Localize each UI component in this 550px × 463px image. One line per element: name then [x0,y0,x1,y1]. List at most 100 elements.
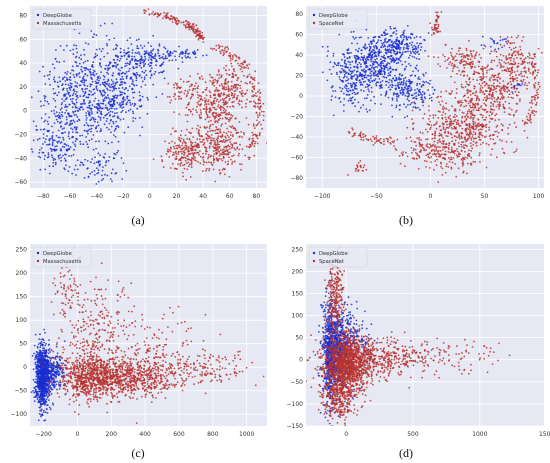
data-point [366,58,369,61]
data-point [435,127,438,130]
data-point [347,60,350,63]
data-point [425,80,428,83]
data-point [193,31,196,34]
data-point [185,178,188,181]
data-point [364,44,367,47]
data-point [108,64,110,66]
data-point [464,150,466,153]
data-point [217,135,220,138]
data-point [198,76,201,79]
data-point [490,84,493,87]
data-point [350,52,352,54]
data-point [465,118,468,120]
data-point [466,154,469,156]
data-point [403,88,405,91]
data-point [460,135,463,138]
data-point [182,138,185,141]
data-point [406,115,409,118]
data-point [46,135,48,137]
data-point [85,112,88,114]
data-point [92,36,94,39]
data-point [409,54,411,57]
x-tick-label: 40 [199,193,207,200]
data-point [435,11,437,14]
data-point [65,116,68,119]
data-point [450,166,453,169]
data-point [449,158,452,161]
data-point [105,161,107,164]
data-point [384,49,387,51]
data-point [92,124,95,127]
data-point [499,53,502,56]
data-point [470,164,473,166]
data-point [527,70,530,72]
data-point [115,125,118,128]
data-point [248,63,251,65]
data-point [497,103,499,106]
data-point [348,69,351,71]
data-point [448,142,451,144]
data-point [458,100,460,103]
data-point [72,153,75,156]
data-point [423,81,426,84]
data-point [499,91,502,94]
data-point [192,108,195,111]
data-point [419,49,422,51]
data-point [376,57,378,60]
data-point [516,70,519,72]
data-point [514,62,517,64]
data-point [115,66,118,69]
data-point [96,107,99,109]
data-point [346,76,348,78]
data-point [141,70,144,73]
data-point [202,163,205,166]
data-point [474,161,477,163]
data-point [334,63,336,65]
data-point [238,136,241,138]
data-point [202,144,205,146]
data-point [363,55,366,57]
data-point [369,46,372,49]
data-point [412,50,414,53]
data-point [78,84,81,87]
data-point [193,85,196,87]
data-point [377,39,380,41]
data-point [46,120,49,123]
data-point [448,109,450,112]
data-point [484,124,487,127]
data-point [97,115,100,118]
data-point [161,71,164,73]
data-point [407,45,410,48]
data-point [106,174,109,177]
data-point [474,94,476,97]
data-point [339,78,341,81]
data-point [115,108,118,110]
data-point [123,131,126,134]
data-point [187,146,190,149]
data-point [191,89,194,92]
data-point [489,105,492,107]
data-point [385,137,388,140]
data-point [452,157,455,159]
data-point [529,118,531,120]
data-point [394,27,397,30]
data-point [188,131,191,134]
data-point [148,65,151,67]
data-point [396,58,398,61]
data-point [174,142,176,144]
data-point [211,48,214,51]
data-point [138,105,141,108]
x-tick-label: −50 [370,193,383,200]
data-point [434,160,436,163]
data-point [189,75,192,78]
data-point [336,73,338,76]
data-point [122,100,125,103]
data-point [124,62,127,65]
data-point [406,85,409,88]
data-point [182,51,184,54]
data-point [428,109,430,112]
data-point [238,56,240,59]
data-point [460,99,463,102]
data-point [196,27,199,30]
data-point [190,141,192,143]
